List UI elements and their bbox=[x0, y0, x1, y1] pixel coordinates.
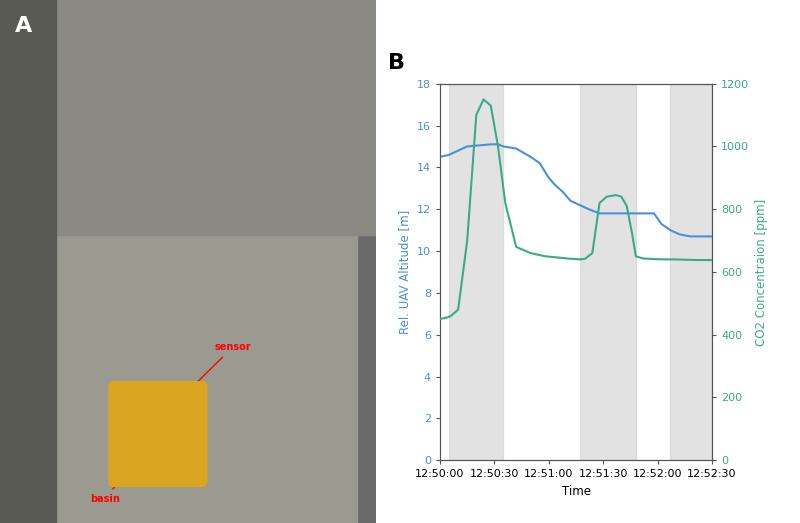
Bar bbox=[580, 84, 636, 460]
Bar bbox=[449, 84, 503, 460]
Y-axis label: CO2 Concentraion [ppm]: CO2 Concentraion [ppm] bbox=[754, 198, 768, 346]
Text: sensor: sensor bbox=[169, 343, 251, 410]
Text: A: A bbox=[15, 16, 32, 36]
Bar bbox=[0, 0, 376, 235]
Bar bbox=[670, 84, 712, 460]
Bar bbox=[19, 235, 358, 523]
Bar bbox=[0, 0, 56, 523]
X-axis label: Time: Time bbox=[562, 485, 590, 498]
Text: basin: basin bbox=[90, 459, 137, 504]
Text: B: B bbox=[388, 53, 405, 73]
FancyBboxPatch shape bbox=[109, 382, 206, 486]
Y-axis label: Rel. UAV Altitude [m]: Rel. UAV Altitude [m] bbox=[398, 210, 411, 334]
